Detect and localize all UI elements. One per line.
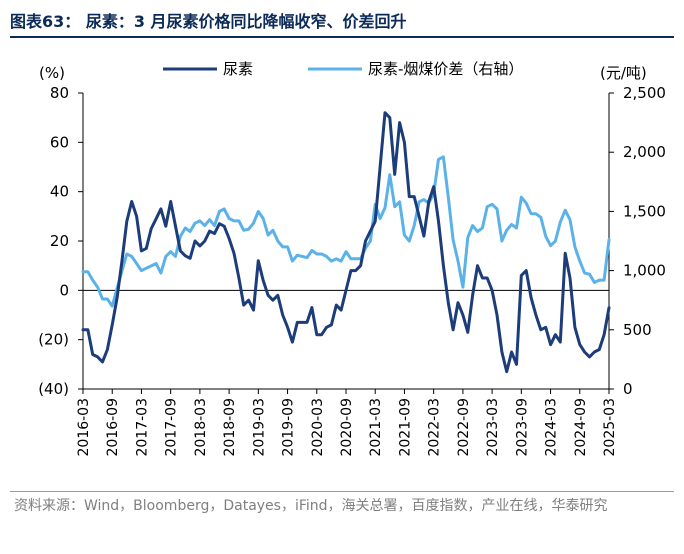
x-tick-label: 2024-03	[544, 398, 560, 457]
x-tick-label: 2023-09	[514, 398, 530, 457]
right-tick-label: 2,500	[623, 84, 666, 102]
spread-series-line	[81, 155, 611, 308]
left-axis-unit: (%)	[39, 64, 65, 82]
x-tick-label: 2019-03	[251, 398, 267, 457]
left-tick-label: 40	[50, 183, 69, 201]
legend-item-spread-label: 尿素-烟煤价差（右轴）	[368, 60, 523, 78]
left-tick-label: 0	[59, 281, 69, 299]
x-tick-label: 2020-09	[339, 398, 355, 457]
left-tick-label: 20	[50, 232, 69, 250]
x-tick-label: 2022-03	[427, 398, 443, 457]
x-tick-label: 2021-03	[368, 398, 384, 457]
left-tick-label: 80	[50, 84, 69, 102]
right-tick-label: 500	[623, 321, 652, 339]
x-tick-label: 2024-09	[573, 398, 589, 457]
right-axis-unit: (元/吨)	[600, 64, 647, 82]
chart-title: 图表63： 尿素：3 月尿素价格同比降幅收窄、价差回升	[10, 12, 407, 31]
legend-item-urea-label: 尿素	[223, 60, 253, 78]
x-tick-label: 2022-09	[456, 398, 472, 457]
x-tick-label: 2018-03	[193, 398, 209, 457]
x-tick-label: 2016-09	[105, 398, 121, 457]
left-tick-label: 60	[50, 133, 69, 151]
left-tick-label: (40)	[38, 380, 69, 398]
x-tick-label: 2023-03	[485, 398, 501, 457]
x-tick-label: 2025-03	[602, 398, 618, 457]
x-tick-label: 2018-09	[222, 398, 238, 457]
chart: (%) (元/吨) 80 60 40 20 0 (20) (40) 2,500 2,000 1,500…	[38, 60, 666, 457]
x-tick-label: 2017-09	[164, 398, 180, 457]
x-tick-label: 2020-03	[310, 398, 326, 457]
right-tick-label: 0	[623, 380, 633, 398]
source-note: 资料来源：Wind，Bloomberg，Datayes，iFind，海关总署，百…	[14, 498, 608, 514]
title-divider	[10, 36, 674, 38]
title-bar: 图表63： 尿素：3 月尿素价格同比降幅收窄、价差回升	[10, 2, 674, 38]
source-divider	[10, 491, 674, 492]
right-tick-label: 2,000	[623, 143, 666, 161]
x-tick-label: 2019-09	[281, 398, 297, 457]
right-tick-label: 1,000	[623, 262, 666, 280]
urea-series-line	[81, 111, 611, 374]
x-tick-label: 2016-03	[76, 398, 92, 457]
left-tick-label: (20)	[38, 331, 69, 349]
x-tick-label: 2021-09	[397, 398, 413, 457]
right-tick-label: 1,500	[623, 202, 666, 220]
x-tick-label: 2017-03	[134, 398, 150, 457]
